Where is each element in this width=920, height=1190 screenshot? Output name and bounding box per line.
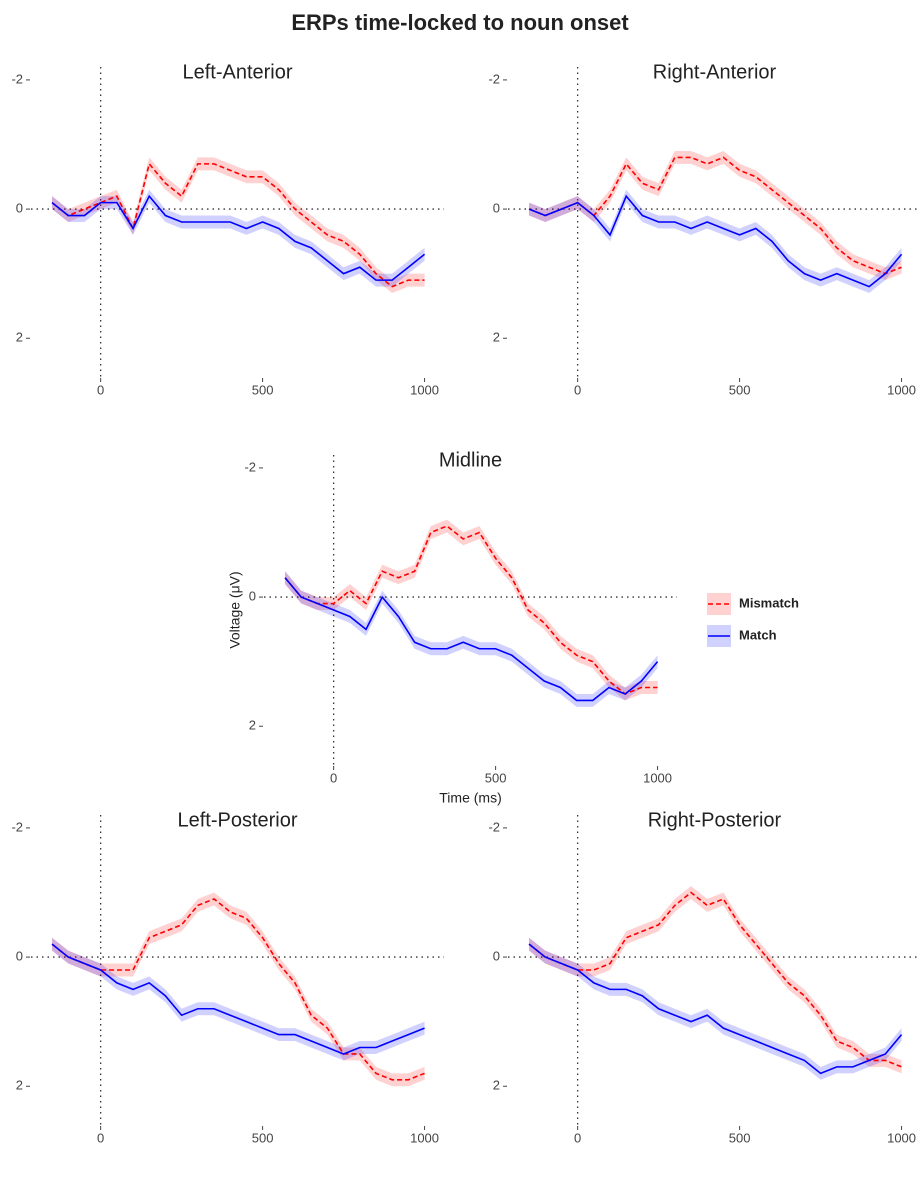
- ci-ribbon: [52, 892, 425, 1087]
- y-tick-label: -2: [11, 819, 23, 834]
- x-tick-label: 500: [252, 382, 274, 397]
- y-tick-label: 0: [249, 589, 256, 604]
- panel-title: Right-Anterior: [653, 61, 777, 83]
- series-line: [51, 194, 426, 281]
- y-tick-label: 2: [493, 330, 500, 345]
- x-tick-label: 1000: [643, 770, 672, 785]
- ci-ribbon: [529, 937, 902, 1080]
- x-tick-label: 0: [574, 1130, 581, 1145]
- x-tick-label: 500: [485, 770, 507, 785]
- y-tick-label: -2: [244, 459, 256, 474]
- y-axis-label: Voltage (μV): [227, 571, 243, 648]
- legend-label: Mismatch: [739, 595, 799, 610]
- x-tick-label: 500: [252, 1130, 274, 1145]
- x-tick-label: 1000: [410, 382, 439, 397]
- x-tick-label: 0: [330, 770, 337, 785]
- y-tick-label: 0: [16, 201, 23, 216]
- series-line: [284, 525, 658, 695]
- ci-ribbon: [529, 886, 902, 1074]
- series-line: [284, 577, 659, 702]
- x-tick-label: 1000: [410, 1130, 439, 1145]
- x-axis-label: Time (ms): [439, 790, 501, 806]
- series-line: [528, 891, 902, 1068]
- x-tick-label: 0: [97, 1130, 104, 1145]
- y-tick-label: 2: [249, 718, 256, 733]
- y-tick-label: -2: [11, 71, 23, 86]
- y-tick-label: 2: [16, 1078, 23, 1093]
- ci-ribbon: [529, 150, 902, 281]
- figure-title: ERPs time-locked to noun onset: [291, 10, 629, 35]
- y-tick-label: 0: [493, 201, 500, 216]
- x-tick-label: 1000: [887, 1130, 916, 1145]
- legend-label: Match: [739, 627, 777, 642]
- ci-ribbon: [52, 937, 425, 1061]
- y-tick-label: -2: [488, 819, 500, 834]
- x-tick-label: 500: [729, 1130, 751, 1145]
- y-tick-label: -2: [488, 71, 500, 86]
- ci-ribbon: [52, 189, 425, 287]
- y-tick-label: 0: [493, 949, 500, 964]
- x-tick-label: 0: [574, 382, 581, 397]
- x-tick-label: 0: [97, 382, 104, 397]
- panel-title: Right-Posterior: [648, 809, 782, 831]
- y-tick-label: 2: [493, 1078, 500, 1093]
- series-line: [528, 194, 903, 288]
- panel-title: Left-Posterior: [177, 809, 297, 831]
- series-line: [528, 943, 903, 1075]
- series-line: [51, 898, 425, 1081]
- series-line: [51, 943, 425, 1055]
- series-line: [51, 162, 425, 288]
- y-tick-label: 0: [16, 949, 23, 964]
- panel-title: Midline: [439, 449, 502, 471]
- panel-title: Left-Anterior: [182, 61, 292, 83]
- y-tick-label: 2: [16, 330, 23, 345]
- ci-ribbon: [529, 189, 902, 294]
- x-tick-label: 500: [729, 382, 751, 397]
- x-tick-label: 1000: [887, 382, 916, 397]
